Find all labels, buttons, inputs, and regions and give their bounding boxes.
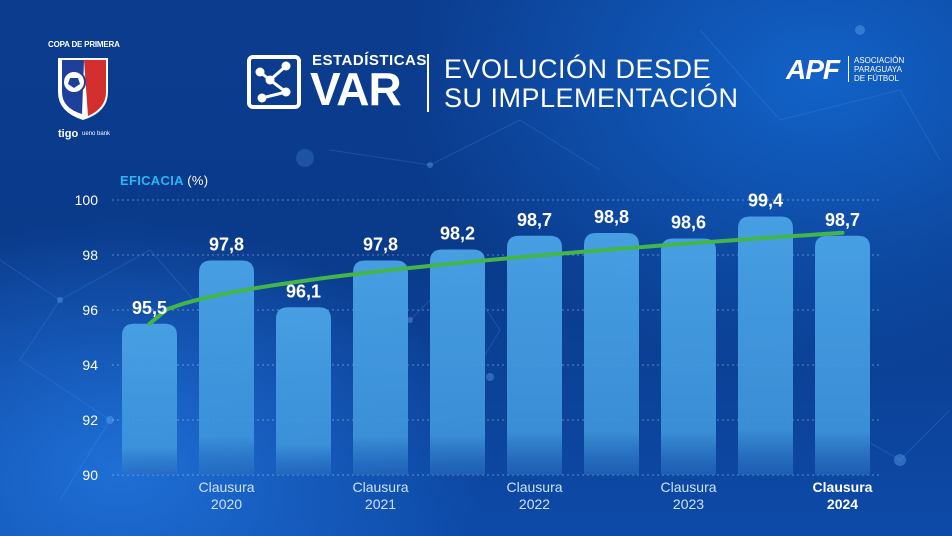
y-tick-label: 94 [82,357,98,373]
y-tick-label: 100 [75,192,99,208]
trend-line [147,230,845,326]
y-tick-label: 92 [82,412,98,428]
x-tick-label: Clausura [813,479,873,495]
y-axis-label-unit: (%) [187,173,209,188]
bar [199,260,254,475]
apf-name: ASOCIACIÓN PARAGUAYA DE FÚTBOL [854,56,904,83]
subtitle-line-2: SU IMPLEMENTACIÓN [444,83,739,113]
sponsor-tigo-logo: tigo [58,128,79,140]
data-label: 95,5 [132,298,167,318]
var-network-icon [247,55,301,109]
x-tick-label: Clausura [352,479,408,495]
bar [276,307,331,475]
title-estadisticas: ESTADÍSTICAS [312,52,427,69]
bar [738,216,793,475]
apf-divider [848,56,849,82]
x-tick-label: Clausura [660,479,716,495]
bar [584,233,639,475]
y-tick-label: 96 [82,302,98,318]
x-tick-label: 2024 [827,496,858,512]
apf-name-line-3: DE FÚTBOL [854,74,899,83]
x-tick-label: Clausura [198,479,254,495]
page-subtitle: EVOLUCIÓN DESDE SU IMPLEMENTACIÓN [444,55,739,113]
bar [353,260,408,475]
bar [815,235,870,475]
data-label: 97,8 [209,235,244,255]
x-tick-label: 2022 [519,496,550,512]
subtitle-line-1: EVOLUCIÓN DESDE [444,54,712,84]
league-logo: COPA DE PRIMERA tigo ueno bank [48,40,120,148]
x-tick-label: 2023 [673,496,704,512]
bar [122,323,177,475]
title-divider [427,54,429,112]
apf-name-line-2: PARAGUAYA [854,65,903,74]
y-tick-label: 98 [82,247,98,263]
x-tick-label: 2021 [365,496,396,512]
apf-name-line-1: ASOCIACIÓN [854,56,905,65]
bar [661,238,716,475]
bar [430,249,485,475]
x-tick-label: 2020 [211,496,242,512]
sponsor-ueno-logo: ueno bank [82,131,111,137]
y-axis-label: EFICACIA (%) [120,173,208,188]
data-label: 96,1 [286,281,321,301]
y-axis-label-text: EFICACIA [120,173,184,188]
title-var: VAR [310,63,402,115]
apf-logo: APF [786,54,840,85]
data-label: 98,7 [825,210,860,230]
data-label: 97,8 [363,235,398,255]
league-logo-title: COPA DE PRIMERA [48,40,120,49]
bar [507,235,562,475]
data-label: 98,2 [440,224,475,244]
y-tick-label: 90 [82,467,98,483]
data-label: 98,8 [594,207,629,227]
data-label: 99,4 [748,191,783,211]
data-label: 98,6 [671,213,706,233]
data-label: 98,7 [517,210,552,230]
shield-icon [58,58,108,120]
x-tick-label: Clausura [506,479,562,495]
